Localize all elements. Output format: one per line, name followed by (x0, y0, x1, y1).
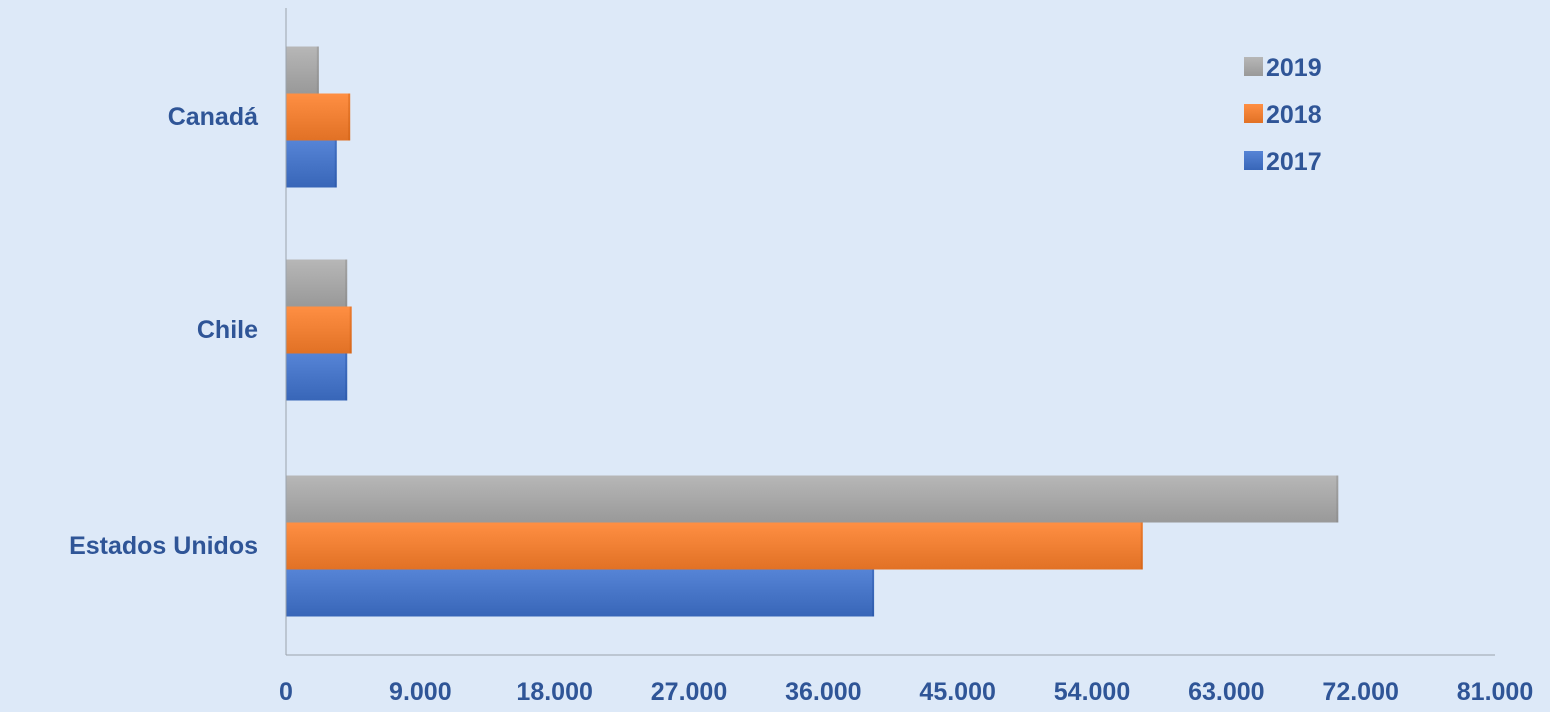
bar-edge (345, 259, 348, 307)
category-label: Canadá (168, 103, 258, 131)
x-tick-label: 72.000 (1322, 678, 1398, 706)
bar-edge (345, 353, 348, 401)
bar-chile-2018 (286, 306, 352, 354)
legend-swatch-2017 (1244, 151, 1263, 170)
category-label: Chile (197, 316, 258, 344)
bar-estados-unidos-2019 (286, 475, 1339, 523)
x-tick-label: 45.000 (919, 678, 995, 706)
bar-edge (334, 140, 337, 188)
bars-layer (286, 46, 1339, 617)
bar-edge (348, 93, 351, 141)
bar-estados-unidos-2017 (286, 569, 875, 617)
bar-edge (1140, 522, 1143, 570)
bar-canadá-2019 (286, 46, 319, 94)
bar-edge (1336, 475, 1339, 523)
bar-canadá-2017 (286, 140, 337, 188)
legend-label-2019: 2019 (1266, 54, 1322, 82)
legend-swatch-2018 (1244, 104, 1263, 123)
legend-label-2018: 2018 (1266, 101, 1322, 129)
x-tick-label: 81.000 (1457, 678, 1533, 706)
x-tick-label: 36.000 (785, 678, 861, 706)
x-tick-label: 54.000 (1054, 678, 1130, 706)
x-tick-label: 18.000 (516, 678, 592, 706)
x-tick-label: 0 (279, 678, 293, 706)
bar-edge (349, 306, 352, 354)
category-label: Estados Unidos (69, 532, 258, 560)
bar-edge (872, 569, 875, 617)
bar-canadá-2018 (286, 93, 351, 141)
x-tick-label: 9.000 (389, 678, 452, 706)
labels-layer: Canadá Chile Estados Unidos 0 9.000 18.000 27.… (69, 103, 1533, 706)
legend: 2019 2018 2017 (1244, 54, 1322, 176)
axes-layer (285, 8, 1495, 656)
bar-estados-unidos-2018 (286, 522, 1143, 570)
bar-edge (316, 46, 319, 94)
legend-label-2017: 2017 (1266, 148, 1322, 176)
bar-chile-2019 (286, 259, 348, 307)
bar-chile-2017 (286, 353, 348, 401)
legend-swatch-2019 (1244, 57, 1263, 76)
x-tick-label: 63.000 (1188, 678, 1264, 706)
x-tick-label: 27.000 (651, 678, 727, 706)
